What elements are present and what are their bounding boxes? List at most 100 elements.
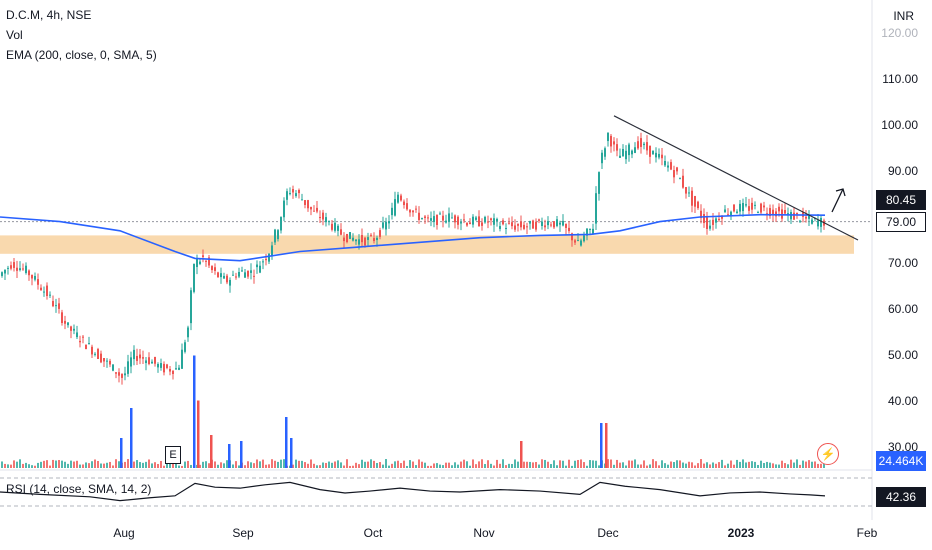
volume-bar bbox=[769, 462, 771, 468]
symbol-title[interactable]: D.C.M, 4h, NSE bbox=[6, 8, 92, 22]
ema-value-badge: 80.45 bbox=[876, 190, 926, 210]
volume-bar bbox=[403, 460, 405, 468]
volume-bar bbox=[382, 464, 384, 468]
candle-body bbox=[313, 210, 315, 212]
candle-body bbox=[37, 279, 39, 285]
candle-body bbox=[523, 224, 525, 229]
volume-bar bbox=[496, 459, 498, 468]
candle-body bbox=[796, 212, 798, 215]
candle-body bbox=[403, 201, 405, 206]
candle-body bbox=[157, 363, 159, 368]
candle-body bbox=[391, 207, 393, 216]
candle-body bbox=[448, 213, 450, 222]
candle-body bbox=[475, 217, 477, 220]
candle-body bbox=[670, 162, 672, 170]
candle-body bbox=[811, 219, 813, 224]
volume-bar bbox=[745, 462, 747, 468]
candle-body bbox=[772, 209, 774, 215]
candle-body bbox=[754, 204, 756, 206]
volume-bar bbox=[817, 463, 819, 468]
ema-indicator-label[interactable]: EMA (200, close, 0, SMA, 5) bbox=[6, 48, 157, 62]
candle-body bbox=[10, 265, 12, 269]
volume-bar bbox=[463, 459, 465, 468]
rsi-indicator-label[interactable]: RSI (14, close, SMA, 14, 2) bbox=[6, 482, 152, 496]
candle-body bbox=[673, 170, 675, 178]
volume-bar bbox=[361, 459, 363, 468]
volume-bar bbox=[28, 464, 30, 468]
volume-bar bbox=[466, 461, 468, 468]
volume-bar bbox=[592, 460, 594, 468]
volume-bar bbox=[796, 459, 798, 468]
candle-body bbox=[52, 301, 54, 307]
candle-body bbox=[13, 262, 15, 268]
volume-indicator-label[interactable]: Vol bbox=[6, 28, 23, 42]
volume-bar bbox=[415, 465, 417, 468]
candle-body bbox=[343, 237, 345, 242]
volume-bar bbox=[442, 465, 444, 468]
volume-bar bbox=[649, 464, 651, 468]
candle-body bbox=[184, 342, 186, 352]
candle-body bbox=[559, 222, 561, 225]
candle-body bbox=[136, 355, 138, 361]
volume-bar bbox=[343, 465, 345, 468]
flash-icon[interactable]: ⚡ bbox=[817, 443, 839, 465]
candle-body bbox=[370, 234, 372, 236]
candle-body bbox=[658, 153, 660, 158]
candle-body bbox=[721, 216, 723, 219]
x-label-sep: Sep bbox=[232, 526, 254, 540]
candle-body bbox=[271, 245, 273, 256]
volume-bar bbox=[358, 464, 360, 468]
volume-bar bbox=[565, 465, 567, 468]
volume-bar bbox=[169, 460, 171, 468]
volume-bar bbox=[541, 459, 543, 468]
volume-bar bbox=[439, 464, 441, 468]
candle-body bbox=[181, 349, 183, 369]
candle-body bbox=[454, 215, 456, 223]
candle-body bbox=[679, 178, 681, 180]
candle-body bbox=[778, 206, 780, 212]
candle-body bbox=[733, 204, 735, 212]
volume-bar bbox=[571, 465, 573, 468]
volume-bar bbox=[709, 464, 711, 468]
candle-body bbox=[196, 258, 198, 268]
volume-bar bbox=[487, 460, 489, 468]
rsi-value-badge: 42.36 bbox=[876, 487, 926, 507]
volume-bar bbox=[772, 463, 774, 468]
candle-body bbox=[400, 195, 402, 201]
price-tick: 50.00 bbox=[887, 348, 918, 362]
earnings-marker[interactable]: E bbox=[165, 446, 181, 464]
price-tick: 40.00 bbox=[887, 394, 918, 408]
candle-body bbox=[694, 196, 696, 207]
candle-body bbox=[625, 150, 627, 160]
candle-body bbox=[424, 216, 426, 219]
candle-body bbox=[373, 238, 375, 242]
volume-bar bbox=[583, 462, 585, 468]
candle-body bbox=[613, 141, 615, 145]
volume-bar bbox=[823, 463, 825, 468]
volume-bar bbox=[220, 462, 222, 468]
candle-body bbox=[49, 294, 51, 296]
candle-body bbox=[661, 154, 663, 159]
volume-bar bbox=[268, 464, 270, 468]
volume-bar bbox=[775, 464, 777, 468]
candle-body bbox=[151, 361, 153, 364]
candle-body bbox=[43, 291, 45, 293]
volume-bar bbox=[580, 459, 582, 468]
volume-bar bbox=[94, 459, 96, 468]
candle-body bbox=[526, 226, 528, 228]
candle-body bbox=[88, 343, 90, 345]
candle-body bbox=[691, 190, 693, 206]
volume-bar bbox=[157, 463, 159, 468]
candle-body bbox=[265, 258, 267, 261]
candle-body bbox=[124, 373, 126, 376]
volume-bar bbox=[508, 463, 510, 468]
candle-body bbox=[493, 218, 495, 225]
volume-bar bbox=[85, 462, 87, 468]
volume-bar bbox=[721, 459, 723, 468]
volume-bar bbox=[304, 462, 306, 468]
volume-bar bbox=[679, 460, 681, 468]
volume-bar bbox=[763, 463, 765, 468]
volume-bar bbox=[511, 463, 513, 468]
candle-body bbox=[214, 267, 216, 271]
